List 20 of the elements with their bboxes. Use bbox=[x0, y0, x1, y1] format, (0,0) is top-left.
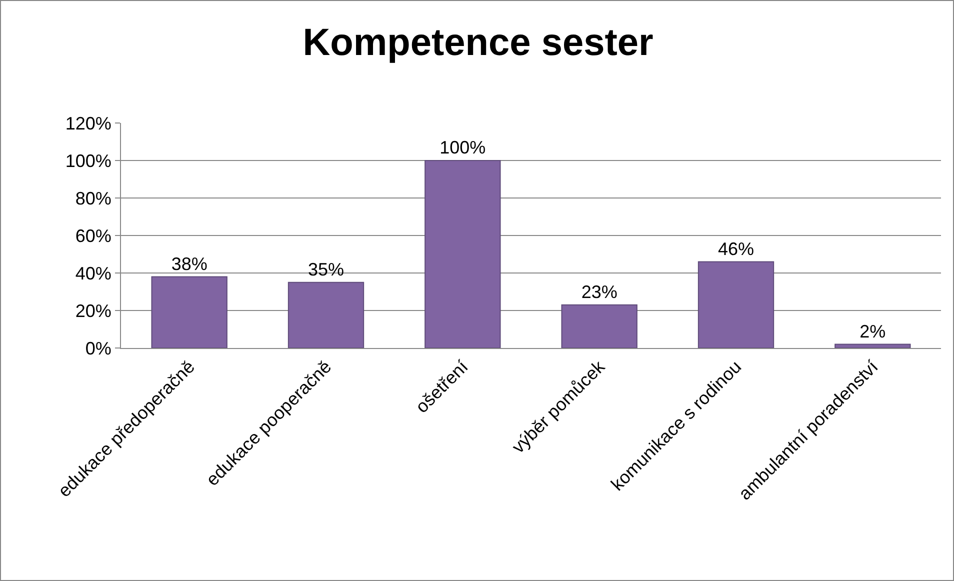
data-label: 38% bbox=[171, 254, 208, 274]
y-tick-label: 0% bbox=[85, 338, 112, 358]
y-tick-label: 60% bbox=[75, 226, 112, 246]
data-label: 2% bbox=[860, 321, 886, 342]
bar bbox=[834, 344, 911, 348]
y-tick-label: 100% bbox=[65, 150, 112, 171]
y-tick-label: 120% bbox=[65, 113, 112, 134]
y-tick-label: 20% bbox=[75, 300, 112, 321]
bar bbox=[288, 282, 364, 348]
y-tick-label: 40% bbox=[75, 263, 112, 284]
bar bbox=[698, 261, 774, 348]
data-label: 46% bbox=[718, 238, 754, 259]
data-label: 100% bbox=[440, 138, 486, 158]
bar bbox=[561, 304, 638, 348]
y-tick-label: 80% bbox=[75, 188, 112, 208]
bar bbox=[151, 276, 228, 348]
bar bbox=[424, 160, 501, 348]
data-label: 35% bbox=[308, 259, 344, 280]
chart-title: Kompetence sester bbox=[302, 22, 654, 64]
data-label: 23% bbox=[581, 282, 618, 302]
